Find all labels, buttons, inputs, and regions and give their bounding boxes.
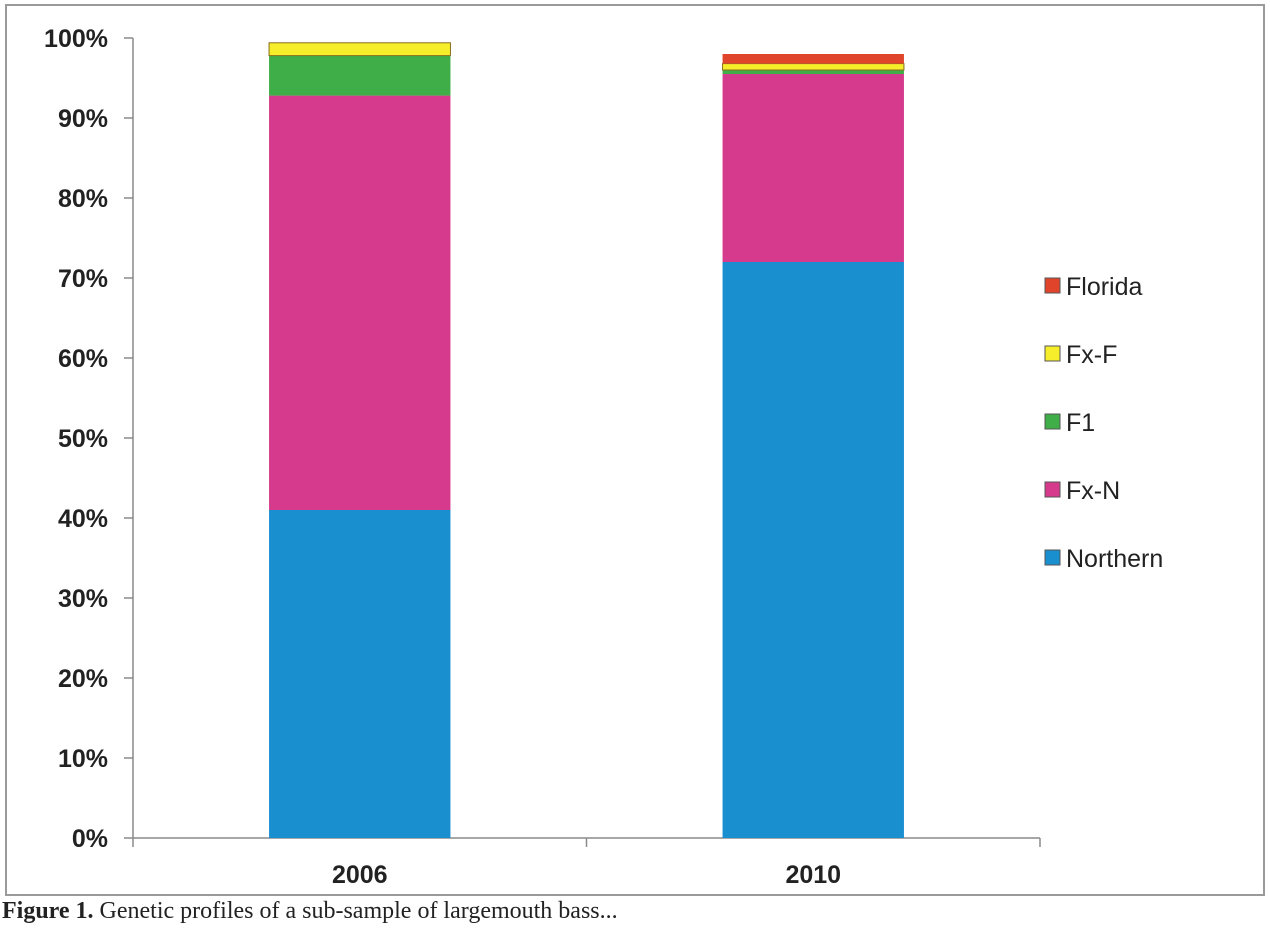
- y-tick-label: 90%: [58, 105, 108, 133]
- legend-label: F1: [1066, 409, 1095, 437]
- legend-swatch-northern: [1044, 549, 1061, 566]
- figure-caption: Figure 1. Genetic profiles of a sub-samp…: [2, 898, 1267, 925]
- y-tick-label: 70%: [58, 265, 108, 293]
- legend-swatch-fx-n: [1044, 481, 1061, 498]
- x-category-label: 2010: [785, 861, 841, 889]
- bar-segment-fx-n-2010: [722, 74, 904, 262]
- legend-label: Florida: [1066, 273, 1143, 301]
- x-axis-labels: 2006 2010: [332, 861, 841, 889]
- bar-segment-northern-2006: [269, 510, 451, 838]
- legend-label: Fx-F: [1066, 341, 1117, 369]
- bar-segment-f1-2010: [722, 70, 904, 74]
- bar-segment-fx-f-2010: [722, 63, 905, 71]
- y-tick-label: 80%: [58, 185, 108, 213]
- x-category-label: 2006: [332, 861, 388, 889]
- bar-segment-fx-f-2006: [268, 42, 451, 57]
- bar-segment-f1-2006: [269, 55, 451, 96]
- legend-label: Northern: [1066, 545, 1163, 573]
- y-tick-label: 100%: [44, 25, 108, 53]
- legend-label: Fx-N: [1066, 477, 1120, 505]
- y-tick-label: 50%: [58, 425, 108, 453]
- y-tick-label: 10%: [58, 745, 108, 773]
- chart-border: [5, 4, 1265, 896]
- y-tick-label: 60%: [58, 345, 108, 373]
- y-tick-label: 20%: [58, 665, 108, 693]
- legend-swatch-florida: [1044, 277, 1061, 294]
- y-tick-label: 30%: [58, 585, 108, 613]
- bars: [268, 42, 905, 838]
- y-axis-ticks: 0% 10% 20% 30% 40% 50% 60% 70% 80% 90% 100%: [44, 25, 1041, 853]
- bar-segment-northern-2010: [722, 262, 904, 838]
- caption-label: Figure 1.: [2, 898, 94, 924]
- bar-segment-fx-n-2006: [269, 95, 451, 510]
- legend: Florida Fx-F F1 Fx-N Northern: [1044, 273, 1163, 573]
- legend-swatch-fx-f: [1044, 345, 1061, 362]
- legend-swatch-f1: [1044, 413, 1061, 430]
- bar-segment-florida-2010: [722, 54, 904, 64]
- y-tick-label: 40%: [58, 505, 108, 533]
- y-tick-label: 0%: [72, 825, 108, 853]
- caption-text: Genetic profiles of a sub-sample of larg…: [99, 898, 618, 924]
